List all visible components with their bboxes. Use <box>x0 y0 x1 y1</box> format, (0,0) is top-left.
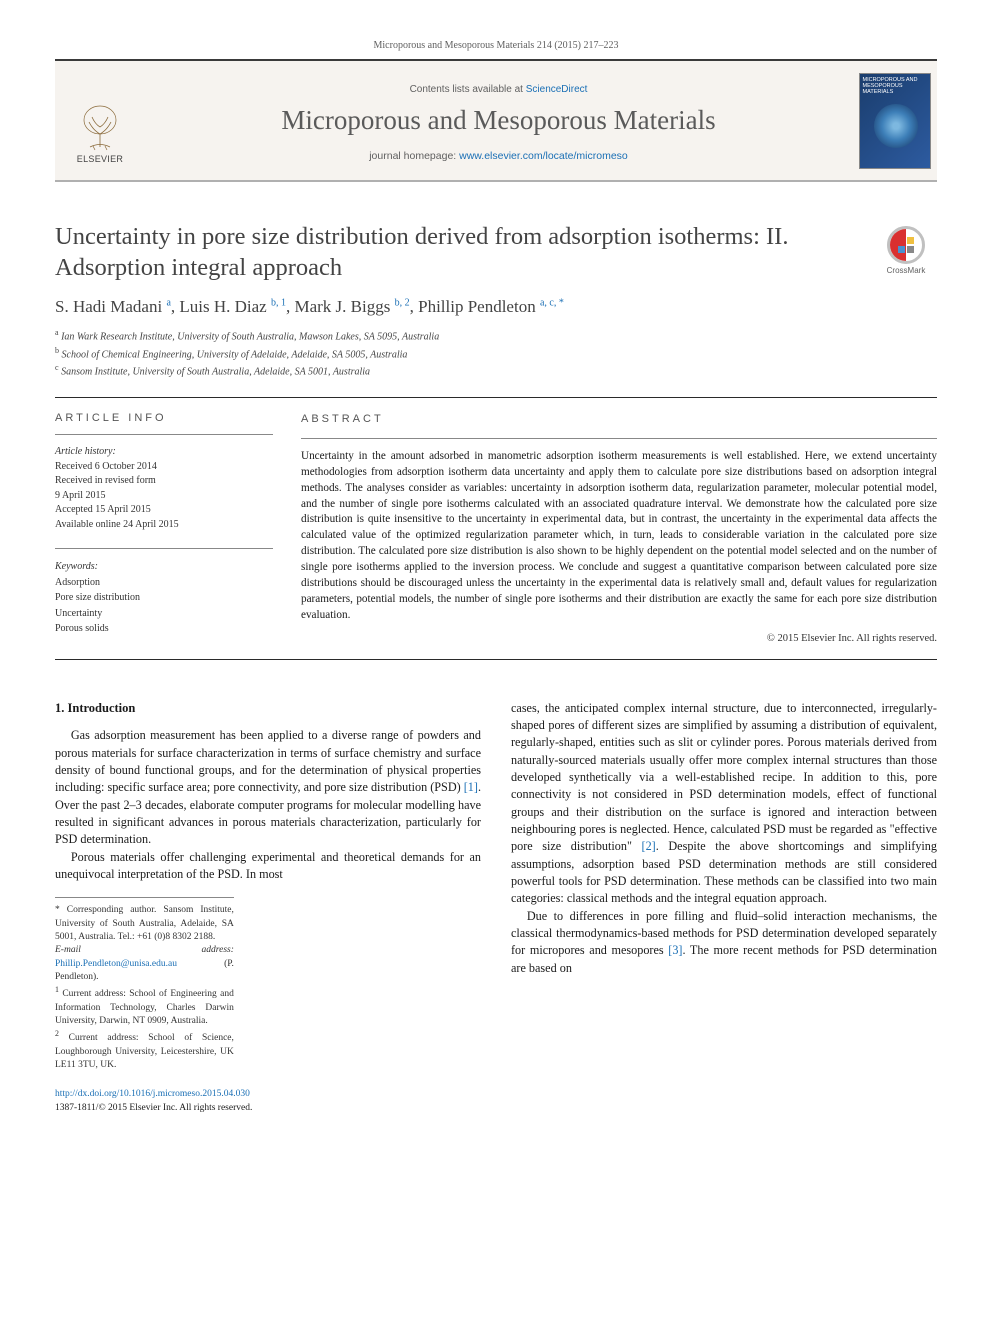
abstract-bottom-rule <box>55 659 937 660</box>
homepage-prefix: journal homepage: <box>369 150 459 162</box>
ref-2-link[interactable]: [2] <box>642 839 656 853</box>
aff-link-b2[interactable]: b, 2 <box>395 298 410 309</box>
abstract-column: ABSTRACT Uncertainty in the amount adsor… <box>301 412 937 646</box>
article-info-head: ARTICLE INFO <box>55 412 273 424</box>
intro-para-1: Gas adsorption measurement has been appl… <box>55 727 481 848</box>
authors-line: S. Hadi Madani a, Luis H. Diaz b, 1, Mar… <box>55 297 937 317</box>
author-3: , Mark J. Biggs <box>286 297 395 316</box>
homepage-line: journal homepage: www.elsevier.com/locat… <box>369 150 628 162</box>
history-received: Received 6 October 2014 <box>55 461 157 472</box>
abs-rule <box>301 438 937 439</box>
crossmark-badge[interactable]: CrossMark <box>875 226 937 275</box>
journal-name: Microporous and Mesoporous Materials <box>281 105 715 136</box>
keyword-2: Pore size distribution <box>55 592 140 603</box>
history-revised-date: 9 April 2015 <box>55 490 106 501</box>
history-online: Available online 24 April 2015 <box>55 519 179 530</box>
aff-link-ac[interactable]: a, c, <box>540 298 559 309</box>
history-head: Article history: <box>55 446 116 457</box>
intro-para-2: Porous materials offer challenging exper… <box>55 849 481 884</box>
crossmark-icon <box>887 226 925 264</box>
p1a: Gas adsorption measurement has been appl… <box>55 728 481 794</box>
doi-link[interactable]: http://dx.doi.org/10.1016/j.micromeso.20… <box>55 1089 250 1099</box>
intro-para-3: cases, the anticipated complex internal … <box>511 700 937 908</box>
p3a: cases, the anticipated complex internal … <box>511 701 937 854</box>
footnote-corresponding: * Corresponding author. Sansom Institute… <box>55 904 234 944</box>
email-label: E-mail address: <box>55 945 234 955</box>
history-revised-label: Received in revised form <box>55 475 156 486</box>
keyword-4: Porous solids <box>55 623 109 634</box>
email-link[interactable]: Phillip.Pendleton@unisa.edu.au <box>55 959 177 969</box>
doi-block: http://dx.doi.org/10.1016/j.micromeso.20… <box>55 1088 481 1115</box>
corresponding-star[interactable]: * <box>559 298 564 309</box>
author-4: , Phillip Pendleton <box>410 297 540 316</box>
issn-copyright: 1387-1811/© 2015 Elsevier Inc. All right… <box>55 1103 252 1113</box>
homepage-link[interactable]: www.elsevier.com/locate/micromeso <box>459 150 628 162</box>
affil-a: Ian Wark Research Institute, University … <box>61 332 439 343</box>
journal-cover: MICROPOROUS AND MESOPOROUS MATERIALS <box>852 61 937 180</box>
ref-3-link[interactable]: [3] <box>668 943 682 957</box>
affiliations: a Ian Wark Research Institute, Universit… <box>55 327 937 379</box>
author-2: , Luis H. Diaz <box>171 297 271 316</box>
affil-c: Sansom Institute, University of South Au… <box>61 366 370 377</box>
body-two-columns: 1. Introduction Gas adsorption measureme… <box>55 700 937 1115</box>
keywords-block: Keywords: Adsorption Pore size distribut… <box>55 559 273 637</box>
contents-prefix: Contents lists available at <box>410 84 526 95</box>
journal-header: ELSEVIER Contents lists available at Sci… <box>55 61 937 181</box>
article-info-column: ARTICLE INFO Article history: Received 6… <box>55 412 273 646</box>
aff-link-b1[interactable]: b, 1 <box>271 298 286 309</box>
footnotes-block: * Corresponding author. Sansom Institute… <box>55 897 234 1072</box>
info-rule-2 <box>55 548 273 549</box>
cover-title: MICROPOROUS AND MESOPOROUS MATERIALS <box>860 74 930 98</box>
section-1-head: 1. Introduction <box>55 700 481 718</box>
cover-art-icon <box>874 104 918 148</box>
keyword-1: Adsorption <box>55 577 100 588</box>
crossmark-label: CrossMark <box>887 266 926 275</box>
info-rule-1 <box>55 434 273 435</box>
elsevier-tree-icon <box>75 102 125 152</box>
footnote-2: Current address: School of Science, Loug… <box>55 1033 234 1070</box>
keyword-3: Uncertainty <box>55 608 102 619</box>
history-accepted: Accepted 15 April 2015 <box>55 504 151 515</box>
sciencedirect-link[interactable]: ScienceDirect <box>526 84 588 95</box>
intro-para-4: Due to differences in pore filling and f… <box>511 908 937 977</box>
article-history: Article history: Received 6 October 2014… <box>55 445 273 532</box>
abstract-head: ABSTRACT <box>301 412 937 428</box>
abstract-copyright: © 2015 Elsevier Inc. All rights reserved… <box>301 632 937 647</box>
article-title: Uncertainty in pore size distribution de… <box>55 222 855 283</box>
abstract-text: Uncertainty in the amount adsorbed in ma… <box>301 449 937 624</box>
info-top-rule <box>55 397 937 398</box>
keywords-head: Keywords: <box>55 561 98 572</box>
contents-available-line: Contents lists available at ScienceDirec… <box>410 84 588 95</box>
footnote-1: Current address: School of Engineering a… <box>55 989 234 1026</box>
citation-line: Microporous and Mesoporous Materials 214… <box>55 40 937 51</box>
affil-b: School of Chemical Engineering, Universi… <box>62 349 408 360</box>
ref-1-link[interactable]: [1] <box>464 780 478 794</box>
header-bottom-rule <box>55 181 937 182</box>
author-1: S. Hadi Madani <box>55 297 166 316</box>
publisher-logo: ELSEVIER <box>55 61 145 180</box>
publisher-name: ELSEVIER <box>77 154 123 164</box>
